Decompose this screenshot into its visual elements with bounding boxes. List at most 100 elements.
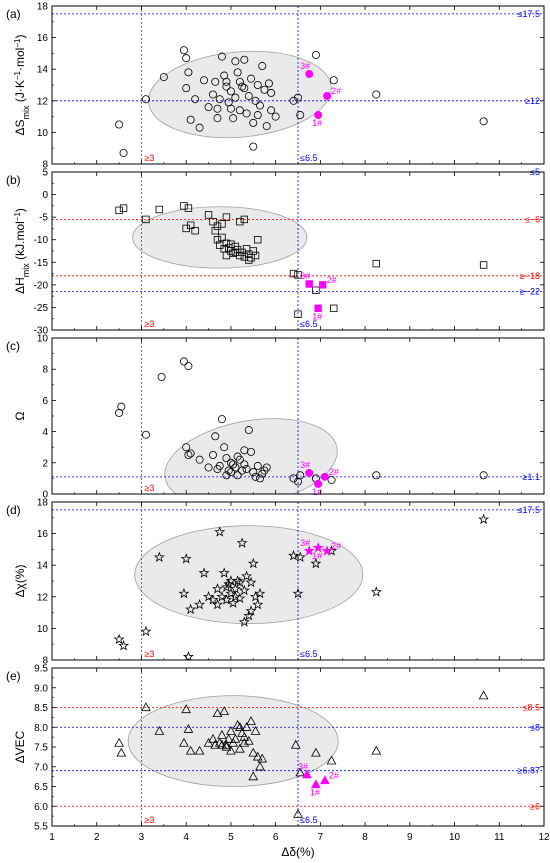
- data-point: [195, 455, 204, 464]
- highlight-point: [319, 775, 330, 785]
- data-point: [226, 87, 235, 96]
- ref-label-x: ≤6.5: [300, 649, 317, 659]
- x-tick-label: 2: [94, 832, 100, 843]
- x-tick-label: 1: [49, 832, 55, 843]
- data-point: [260, 85, 269, 94]
- highlight-label: 3#: [298, 762, 308, 772]
- data-point: [154, 725, 165, 735]
- data-point: [293, 808, 303, 818]
- data-point: [241, 722, 252, 731]
- data-point: [141, 95, 150, 104]
- x-tick-label: 9: [407, 832, 413, 843]
- data-point: [222, 454, 231, 463]
- panel-label: (c): [6, 339, 20, 353]
- highlight-label: 2#: [327, 275, 337, 285]
- data-point: [218, 220, 226, 228]
- data-point: [218, 233, 226, 242]
- data-point: [252, 598, 264, 610]
- data-point: [250, 725, 261, 735]
- data-point: [249, 142, 258, 151]
- data-point: [243, 609, 255, 621]
- data-point: [191, 95, 200, 104]
- data-point: [153, 551, 165, 562]
- data-point: [327, 475, 336, 484]
- x-tick-label: 10: [449, 832, 461, 843]
- data-point: [222, 77, 231, 86]
- data-point: [224, 466, 233, 475]
- y-tick-label: 9.5: [34, 664, 48, 675]
- y-tick-label: 18: [37, 498, 49, 509]
- data-point: [478, 513, 490, 525]
- plot-area: [52, 6, 544, 164]
- highlight-point: [314, 304, 322, 313]
- data-point: [208, 733, 218, 743]
- data-point: [247, 557, 259, 569]
- data-point: [220, 443, 229, 452]
- data-point: [209, 450, 218, 459]
- data-point: [243, 735, 254, 745]
- data-point: [226, 104, 235, 113]
- data-point: [251, 472, 260, 481]
- data-point: [217, 52, 226, 61]
- y-tick-label: 0: [42, 190, 48, 201]
- data-point: [232, 720, 243, 729]
- y-tick-label: -15: [34, 258, 49, 269]
- y-tick-label: -10: [34, 235, 49, 246]
- data-point: [271, 112, 280, 121]
- data-point: [157, 372, 166, 381]
- ref-label-y: ≤17.5: [518, 9, 540, 19]
- data-point: [240, 215, 249, 224]
- data-point: [310, 557, 322, 569]
- data-point: [255, 761, 265, 771]
- data-point: [142, 215, 150, 224]
- data-point: [212, 583, 223, 594]
- ref-label-x: ≤6.5: [300, 153, 317, 163]
- data-point: [478, 690, 489, 700]
- highlight-point: [311, 779, 321, 789]
- data-point: [240, 460, 249, 469]
- data-point: [235, 77, 244, 86]
- x-tick-label: 12: [538, 832, 550, 843]
- highlight-label: 2#: [331, 541, 341, 551]
- panel-label: (e): [6, 669, 21, 683]
- data-point: [231, 463, 240, 472]
- data-point: [240, 55, 249, 64]
- data-point: [231, 248, 240, 257]
- data-point: [253, 81, 262, 90]
- data-point: [295, 767, 306, 777]
- data-point: [223, 733, 234, 743]
- highlight-label: 3#: [300, 460, 310, 470]
- plot-area: [52, 338, 544, 494]
- data-point: [115, 206, 123, 215]
- data-point: [194, 598, 206, 610]
- data-point: [238, 584, 250, 596]
- y-axis-label: Ω: [13, 411, 27, 420]
- data-point: [179, 737, 189, 747]
- data-point: [186, 449, 195, 458]
- data-point: [212, 598, 223, 610]
- data-point: [239, 737, 250, 747]
- data-point: [372, 259, 380, 268]
- y-tick-label: 7.5: [34, 743, 48, 754]
- data-point: [234, 592, 246, 604]
- y-tick-label: 8.5: [34, 703, 48, 714]
- data-point: [230, 733, 241, 743]
- data-point: [179, 46, 188, 55]
- data-point: [245, 576, 257, 588]
- data-point: [247, 74, 256, 83]
- data-point: [209, 90, 218, 99]
- y-tick-label: 10: [37, 624, 49, 635]
- y-tick-label: 9.0: [34, 683, 48, 694]
- y-tick-label: 10: [37, 128, 49, 139]
- data-point: [200, 76, 209, 85]
- y-tick-label: 4: [42, 427, 48, 438]
- data-point: [255, 474, 264, 483]
- ref-label-x: ≥3: [144, 319, 154, 329]
- data-point: [234, 576, 246, 588]
- data-point: [185, 603, 197, 615]
- cluster-ellipse: [148, 50, 332, 139]
- data-point: [246, 716, 256, 725]
- data-point: [292, 587, 304, 599]
- data-point: [312, 286, 320, 294]
- data-point: [227, 240, 235, 248]
